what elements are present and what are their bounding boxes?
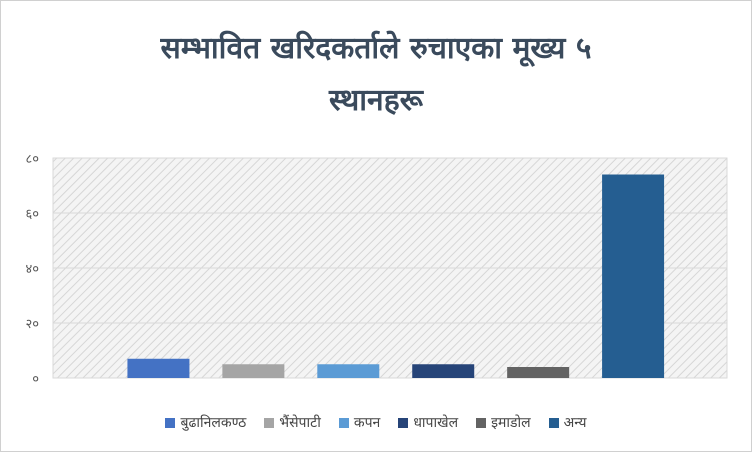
legend-item: कपन — [338, 413, 381, 432]
legend-swatch — [338, 417, 349, 428]
y-tick-label: ० — [32, 372, 39, 387]
legend-swatch — [398, 417, 409, 428]
bar-3 — [317, 364, 380, 378]
legend-item: भैंसेपाटी — [264, 413, 321, 432]
bar-6 — [602, 174, 665, 378]
legend-label: अन्य — [563, 415, 587, 431]
chart-title: सम्भावित खरिदकर्ताले रुचाएका मूख्य ५ स्थ… — [1, 23, 751, 127]
legend-label: कपन — [353, 415, 381, 431]
chart-title-line-2: स्थानहरू — [329, 83, 423, 118]
legend-label: भैंसेपाटी — [279, 415, 321, 431]
y-tick-label: ८० — [25, 152, 39, 167]
legend-swatch — [548, 417, 559, 428]
legend-item: बुढानिलकण्ठ — [165, 413, 246, 432]
bar-4 — [412, 364, 475, 378]
legend-label: बुढानिलकण्ठ — [180, 415, 247, 431]
legend-swatch — [264, 417, 275, 428]
y-tick-label: ४० — [25, 262, 39, 277]
y-axis-ticks: ० २० ४० ६० ८० — [25, 152, 39, 387]
legend-item: इमाडोल — [476, 413, 531, 432]
bar-5 — [507, 367, 570, 378]
y-tick-label: २० — [25, 317, 39, 332]
bars — [127, 174, 665, 378]
legend: बुढानिलकण्ठ भैंसेपाटी कपन धापाखेल इमाडोल अन्य — [1, 413, 751, 432]
legend-label: इमाडोल — [491, 415, 531, 431]
legend-swatch — [165, 417, 176, 428]
legend-swatch — [476, 417, 487, 428]
bar-1 — [127, 358, 190, 378]
bar-2 — [222, 364, 285, 378]
chart-title-line-1: सम्भावित खरिदकर्ताले रुचाएका मूख्य ५ — [160, 31, 592, 66]
y-tick-label: ६० — [25, 207, 39, 222]
legend-label: धापाखेल — [413, 415, 459, 431]
legend-item: धापाखेल — [398, 413, 458, 432]
legend-item: अन्य — [548, 413, 587, 432]
